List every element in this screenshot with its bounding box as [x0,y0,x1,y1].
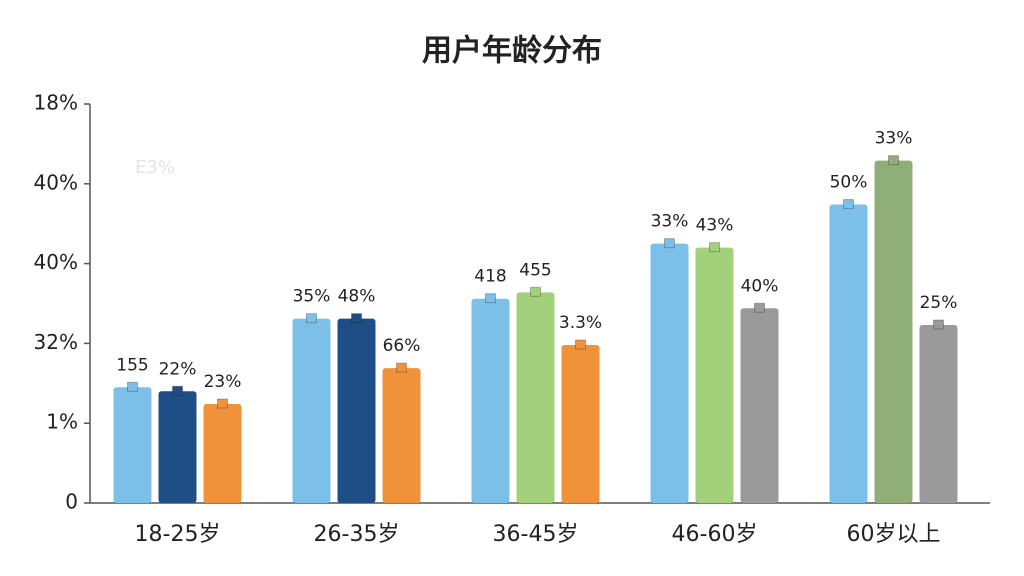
value-label: 455 [519,260,551,280]
value-label: 155 [116,355,148,375]
y-tick-label: 32% [34,330,78,354]
bar-cap [217,398,228,409]
bar [292,318,331,503]
y-tick-label: 0 [65,490,78,514]
chart-title: 用户年龄分布 [422,34,602,69]
bar-cap [709,242,720,253]
bar [158,391,197,503]
x-tick-label: 60岁以上 [847,522,941,547]
bar-cap [172,385,183,396]
value-label: 22% [159,359,197,379]
bar-cap [888,155,899,166]
bar [695,247,734,503]
bar-cap [485,293,496,304]
y-tick-label: 40% [34,250,78,274]
bar-cap [530,286,541,297]
x-tick-label: 36-45岁 [493,522,579,547]
bar [650,243,689,503]
bar [516,292,555,503]
bar [382,368,421,503]
bar-cap [396,362,407,373]
bar [471,298,510,503]
bar-cap [306,313,317,324]
annotation: E3% [135,157,175,178]
value-label: 35% [293,287,331,307]
value-label: 43% [696,216,734,236]
x-tick-label: 26-35岁 [314,522,400,547]
value-label: 25% [920,293,958,313]
bar-cap [351,313,362,324]
value-label: 33% [875,129,913,149]
bar [203,404,242,503]
value-label: 50% [830,173,868,193]
y-tick-label: 18% [34,91,78,115]
bar-cap [843,199,854,210]
value-label: 3.3% [559,313,602,333]
value-label: 33% [651,212,689,232]
bar-cap [127,381,138,392]
bar [919,325,958,503]
y-tick-label: 40% [34,170,78,194]
value-label: 48% [338,287,376,307]
bar [829,204,868,503]
bar-cap [754,302,765,313]
value-label: 40% [741,276,779,296]
y-tick-label: 1% [46,410,78,434]
bar-cap [575,339,586,350]
bar-cap [664,238,675,249]
bar-cap [933,319,944,330]
bar [337,318,376,503]
value-label: 23% [204,372,242,392]
bar [113,387,152,503]
bar [740,308,779,503]
value-label: 66% [383,336,421,356]
bar [561,344,600,503]
x-tick-label: 46-60岁 [672,522,758,547]
x-tick-label: 18-25岁 [135,522,221,547]
value-label: 418 [474,267,506,287]
bar [874,160,913,503]
